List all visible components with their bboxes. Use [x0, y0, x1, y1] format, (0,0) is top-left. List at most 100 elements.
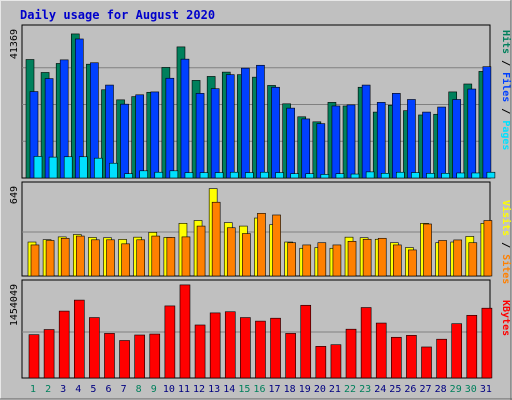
bar-kbytes-day-24: [375, 322, 387, 379]
bar-kbytes-day-1: [28, 334, 40, 379]
side-legend: KBytes: [500, 300, 511, 336]
day-label-17: 17: [269, 384, 281, 395]
day-axis: 1 2 3 4 5 6 7 8 9 10 11 12 13 14 15 16 17 18 19 20 21 22 23 24 2…: [30, 384, 492, 395]
bar-kbytes-day-23: [360, 307, 372, 379]
day-label-24: 24: [374, 384, 386, 395]
ymax-label: 649: [9, 186, 20, 204]
bar-sites-day-10: [166, 237, 176, 277]
bar-kbytes-day-28: [436, 338, 447, 379]
kbytes-panel: 1454049 KBytes: [9, 279, 511, 379]
bar-pages-day-4: [78, 156, 88, 179]
bar-kbytes-day-9: [149, 333, 161, 379]
bar-pages-day-14: [229, 171, 239, 179]
bar-pages-day-9: [154, 171, 164, 179]
day-label-5: 5: [90, 384, 96, 395]
bar-kbytes-day-26: [406, 335, 417, 379]
legend-visits: Visits: [500, 200, 512, 236]
bar-sites-day-26: [408, 249, 417, 277]
day-label-9: 9: [151, 384, 157, 395]
bar-files-day-20: [316, 123, 326, 179]
bar-files-day-12: [195, 93, 205, 179]
bar-sites-day-28: [438, 240, 447, 277]
bar-kbytes-day-25: [391, 336, 402, 379]
bar-kbytes-day-7: [119, 340, 130, 379]
bar-files-day-11: [180, 58, 190, 179]
bar-files-day-9: [150, 91, 160, 179]
bar-kbytes-day-20: [315, 346, 327, 379]
bar-files-day-29: [452, 99, 462, 179]
bar-sites-day-22: [347, 241, 357, 277]
bar-files-day-27: [422, 111, 431, 179]
bar-pages-day-6: [109, 162, 118, 179]
day-label-31: 31: [480, 384, 492, 395]
bar-kbytes-day-4: [73, 299, 85, 379]
bar-files-day-14: [225, 74, 235, 179]
day-label-28: 28: [435, 384, 447, 395]
bar-sites-day-6: [106, 239, 115, 277]
bar-files-day-13: [210, 88, 220, 179]
bar-kbytes-day-6: [104, 333, 115, 379]
bar-files-day-21: [331, 105, 341, 179]
legend-sites: Sites: [500, 254, 512, 284]
bar-sites-day-9: [151, 235, 161, 277]
bar-pages-day-21: [335, 173, 345, 179]
bar-kbytes-day-27: [421, 346, 432, 379]
legend-separator: /: [500, 102, 511, 120]
bar-kbytes-day-13: [209, 312, 221, 379]
bar-sites-day-14: [226, 227, 236, 277]
bar-kbytes-day-16: [255, 320, 266, 379]
day-label-4: 4: [75, 384, 81, 395]
day-label-29: 29: [450, 384, 462, 395]
bar-pages-day-22: [350, 173, 360, 179]
bar-pages-day-28: [441, 173, 450, 179]
bar-sites-day-8: [136, 239, 145, 277]
bar-pages-day-16: [260, 171, 269, 179]
bar-kbytes-day-2: [43, 329, 55, 379]
bar-pages-day-18: [290, 173, 299, 179]
bar-kbytes-day-31: [481, 307, 493, 379]
bar-sites-day-4: [75, 235, 85, 277]
bar-kbytes-day-5: [89, 317, 100, 379]
bar-files-day-31: [482, 66, 492, 179]
legend-pages: Pages: [500, 120, 511, 150]
bar-pages-day-10: [169, 170, 179, 179]
side-legend: Visits / Sites: [500, 200, 512, 284]
bar-files-day-30: [467, 88, 477, 179]
bar-pages-day-20: [320, 174, 330, 179]
bar-sites-day-7: [121, 243, 130, 277]
bar-pages-day-19: [305, 173, 315, 179]
bar-kbytes-day-29: [451, 323, 463, 379]
bar-kbytes-day-15: [240, 317, 251, 379]
day-label-6: 6: [105, 384, 111, 395]
bar-files-day-23: [361, 84, 371, 179]
bar-kbytes-day-14: [224, 311, 236, 379]
day-label-12: 12: [193, 384, 205, 395]
bar-kbytes-day-19: [300, 304, 312, 379]
bar-files-day-10: [165, 77, 175, 179]
bar-kbytes-day-18: [285, 333, 296, 379]
day-label-11: 11: [178, 384, 190, 395]
day-label-30: 30: [465, 384, 477, 395]
bar-pages-day-13: [214, 172, 224, 179]
bar-sites-day-17: [272, 214, 281, 277]
bar-pages-day-24: [380, 173, 390, 179]
day-label-20: 20: [314, 384, 326, 395]
bar-sites-day-1: [30, 244, 40, 277]
bar-kbytes-day-10: [164, 305, 176, 379]
bar-sites-day-11: [181, 236, 191, 277]
bar-sites-day-3: [60, 237, 70, 277]
bar-sites-day-31: [483, 220, 493, 277]
bar-files-day-7: [120, 103, 129, 179]
side-legend: Hits / Files / Pages: [500, 30, 512, 150]
bar-kbytes-day-30: [466, 314, 478, 379]
bar-pages-day-15: [245, 172, 254, 179]
bar-pages-day-27: [426, 173, 435, 179]
bar-kbytes-day-8: [134, 334, 145, 379]
bar-sites-day-13: [211, 201, 221, 277]
bar-pages-day-11: [184, 172, 194, 179]
bar-sites-day-27: [423, 223, 432, 277]
bar-sites-day-24: [377, 237, 387, 277]
bar-pages-day-25: [396, 171, 405, 179]
bar-files-day-17: [271, 86, 280, 179]
